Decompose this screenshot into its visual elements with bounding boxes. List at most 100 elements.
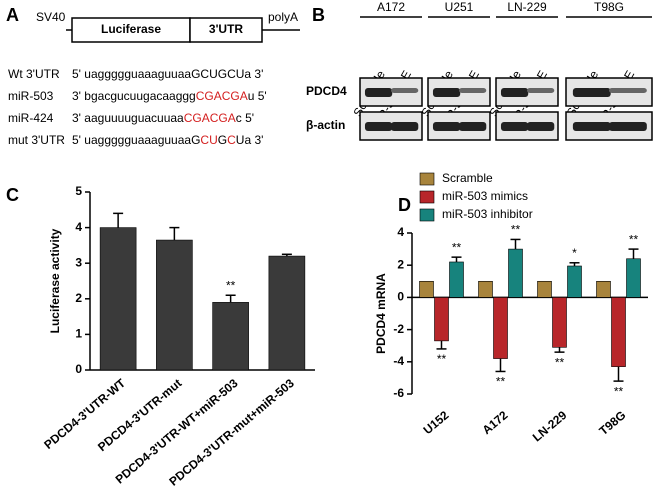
y-tick-label: 0 bbox=[397, 290, 404, 304]
blot-band bbox=[500, 88, 529, 97]
bar bbox=[419, 280, 434, 298]
x-tick-label: LN-229 bbox=[530, 408, 570, 445]
blot-band bbox=[364, 122, 393, 131]
blot-band bbox=[527, 88, 555, 93]
bar bbox=[552, 297, 567, 348]
significance: * bbox=[572, 246, 577, 260]
bar bbox=[537, 280, 552, 298]
panel-label: A bbox=[6, 5, 19, 25]
blot-band bbox=[391, 88, 419, 93]
bar bbox=[156, 239, 193, 371]
error-bar bbox=[628, 248, 639, 259]
y-tick-label: -2 bbox=[393, 322, 404, 336]
bar bbox=[611, 297, 626, 367]
significance: ** bbox=[629, 232, 639, 246]
sequence-segment: c 5' bbox=[236, 111, 254, 125]
legend-label: miR-503 inhibitor bbox=[442, 207, 533, 221]
y-tick-label: 4 bbox=[75, 220, 82, 234]
bar bbox=[567, 265, 582, 298]
blot-band bbox=[459, 122, 487, 131]
error-bar bbox=[510, 238, 521, 250]
y-tick-label: -6 bbox=[393, 386, 404, 400]
sequence-name: mut 3'UTR bbox=[8, 133, 65, 147]
significance: ** bbox=[555, 355, 565, 369]
legend-label: miR-503 mimics bbox=[442, 189, 528, 203]
sequence-segment: CGACGA bbox=[184, 111, 236, 125]
x-tick-label: T98G bbox=[596, 408, 628, 438]
y-axis-title: PDCD4 mRNA bbox=[374, 273, 388, 354]
legend-swatch bbox=[419, 208, 435, 222]
bar bbox=[449, 261, 464, 298]
sequence-segment: Ua 3' bbox=[236, 133, 264, 147]
sequence-segment: 3' bgacgucuugacaaggg bbox=[72, 89, 196, 103]
blot-band bbox=[432, 88, 461, 97]
error-bar bbox=[613, 366, 624, 382]
panel-label: C bbox=[6, 185, 19, 205]
significance: ** bbox=[452, 240, 462, 254]
sequence: 5' uaggggguaaaguuaaGCUGCUa 3' bbox=[72, 67, 263, 81]
cell-line: U251 bbox=[445, 0, 474, 14]
significance: ** bbox=[496, 375, 506, 389]
y-tick-label: 0 bbox=[75, 362, 82, 376]
bar bbox=[626, 258, 641, 298]
blot-band bbox=[364, 88, 393, 97]
panel-label: B bbox=[312, 5, 325, 25]
y-tick-label: -4 bbox=[393, 354, 404, 368]
sequence-segment: G bbox=[218, 133, 227, 147]
blot-band bbox=[609, 88, 647, 93]
error-bar bbox=[495, 358, 506, 373]
y-tick-label: 4 bbox=[397, 225, 404, 239]
row-label: PDCD4 bbox=[306, 84, 347, 98]
row-label: β-actin bbox=[306, 118, 345, 132]
blot-band bbox=[572, 88, 611, 97]
blot-band bbox=[391, 122, 419, 131]
sequence-segment: 5' uaggggguaaaguuaaG bbox=[72, 133, 200, 147]
y-axis-title: Luciferase activity bbox=[48, 228, 62, 333]
cell-line: T98G bbox=[594, 0, 624, 14]
y-tick-label: 2 bbox=[75, 291, 82, 305]
legend-swatch bbox=[419, 172, 435, 186]
bar bbox=[99, 227, 137, 371]
significance: ** bbox=[511, 223, 521, 237]
utr: 3'UTR bbox=[209, 22, 244, 36]
y-tick-label: 5 bbox=[75, 184, 82, 198]
sequence-name: miR-503 bbox=[8, 89, 54, 103]
blot-band bbox=[432, 122, 461, 131]
significance: ** bbox=[614, 384, 624, 398]
bar bbox=[212, 302, 249, 371]
cell-line: A172 bbox=[377, 0, 405, 14]
sequence-segment: CU bbox=[200, 133, 217, 147]
blot-band bbox=[527, 122, 555, 131]
blot-band bbox=[500, 122, 529, 131]
significance: ** bbox=[226, 278, 236, 292]
error-bar bbox=[436, 340, 447, 350]
error-bar bbox=[569, 262, 580, 267]
tail: polyA bbox=[268, 10, 298, 24]
blot-band bbox=[459, 88, 487, 93]
panel-label: D bbox=[398, 195, 411, 215]
bar bbox=[596, 280, 611, 298]
blot-band bbox=[572, 122, 611, 131]
sequence-segment: CGACGA bbox=[196, 89, 248, 103]
bar bbox=[268, 255, 306, 371]
utr-box bbox=[189, 17, 263, 43]
x-tick-label: A172 bbox=[479, 408, 510, 437]
error-bar bbox=[554, 347, 565, 353]
significance: ** bbox=[437, 352, 447, 366]
blot-band bbox=[609, 122, 647, 131]
error-bar bbox=[225, 294, 236, 303]
y-tick-label: 1 bbox=[75, 327, 82, 341]
sequence: 3' bgacgucuugacaagggCGACGAu 5' bbox=[72, 89, 267, 103]
sequence-name: miR-424 bbox=[8, 111, 54, 125]
bar bbox=[493, 297, 508, 359]
error-bar bbox=[451, 256, 462, 262]
x-tick-label: U152 bbox=[420, 408, 451, 437]
error-bar bbox=[281, 253, 292, 257]
y-tick-label: 2 bbox=[397, 257, 404, 271]
bar bbox=[478, 280, 493, 298]
y-tick-label: 3 bbox=[75, 255, 82, 269]
sequence-segment: 5' uaggggguaaaguuaaGCUGCUa 3' bbox=[72, 67, 263, 81]
sequence-segment: C bbox=[227, 133, 236, 147]
sequence: 3' aaguuuuguacuuaaCGACGAc 5' bbox=[72, 111, 254, 125]
